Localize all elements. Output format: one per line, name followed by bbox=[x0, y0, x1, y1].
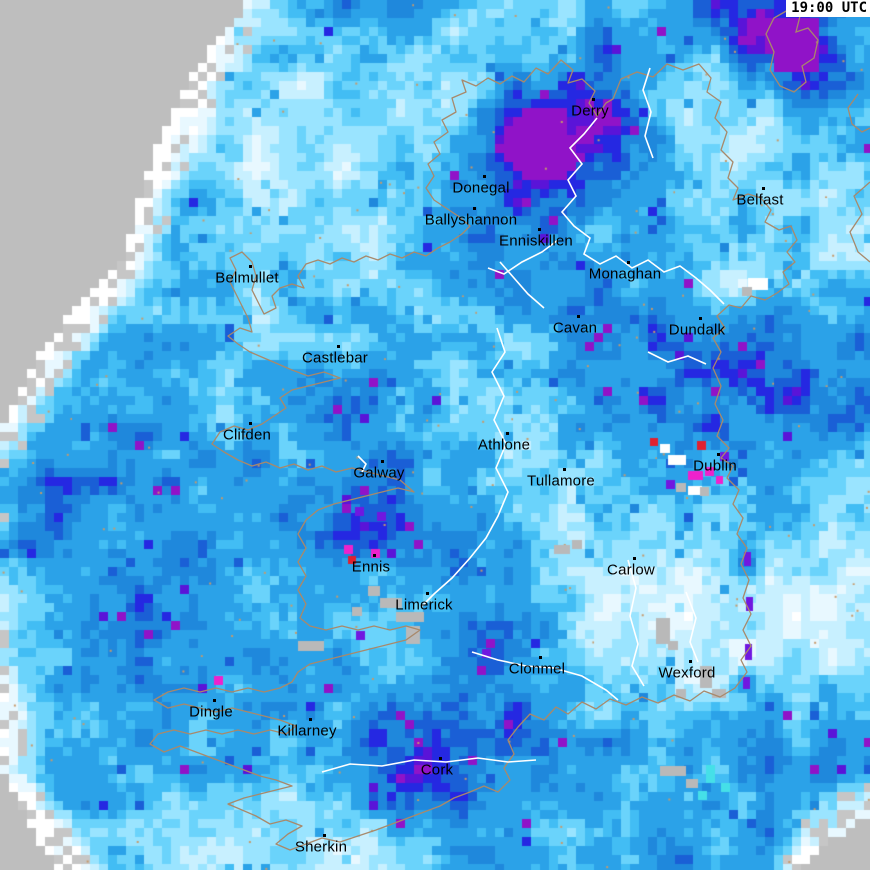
timestamp-badge: 19:00 UTC bbox=[786, 0, 870, 17]
